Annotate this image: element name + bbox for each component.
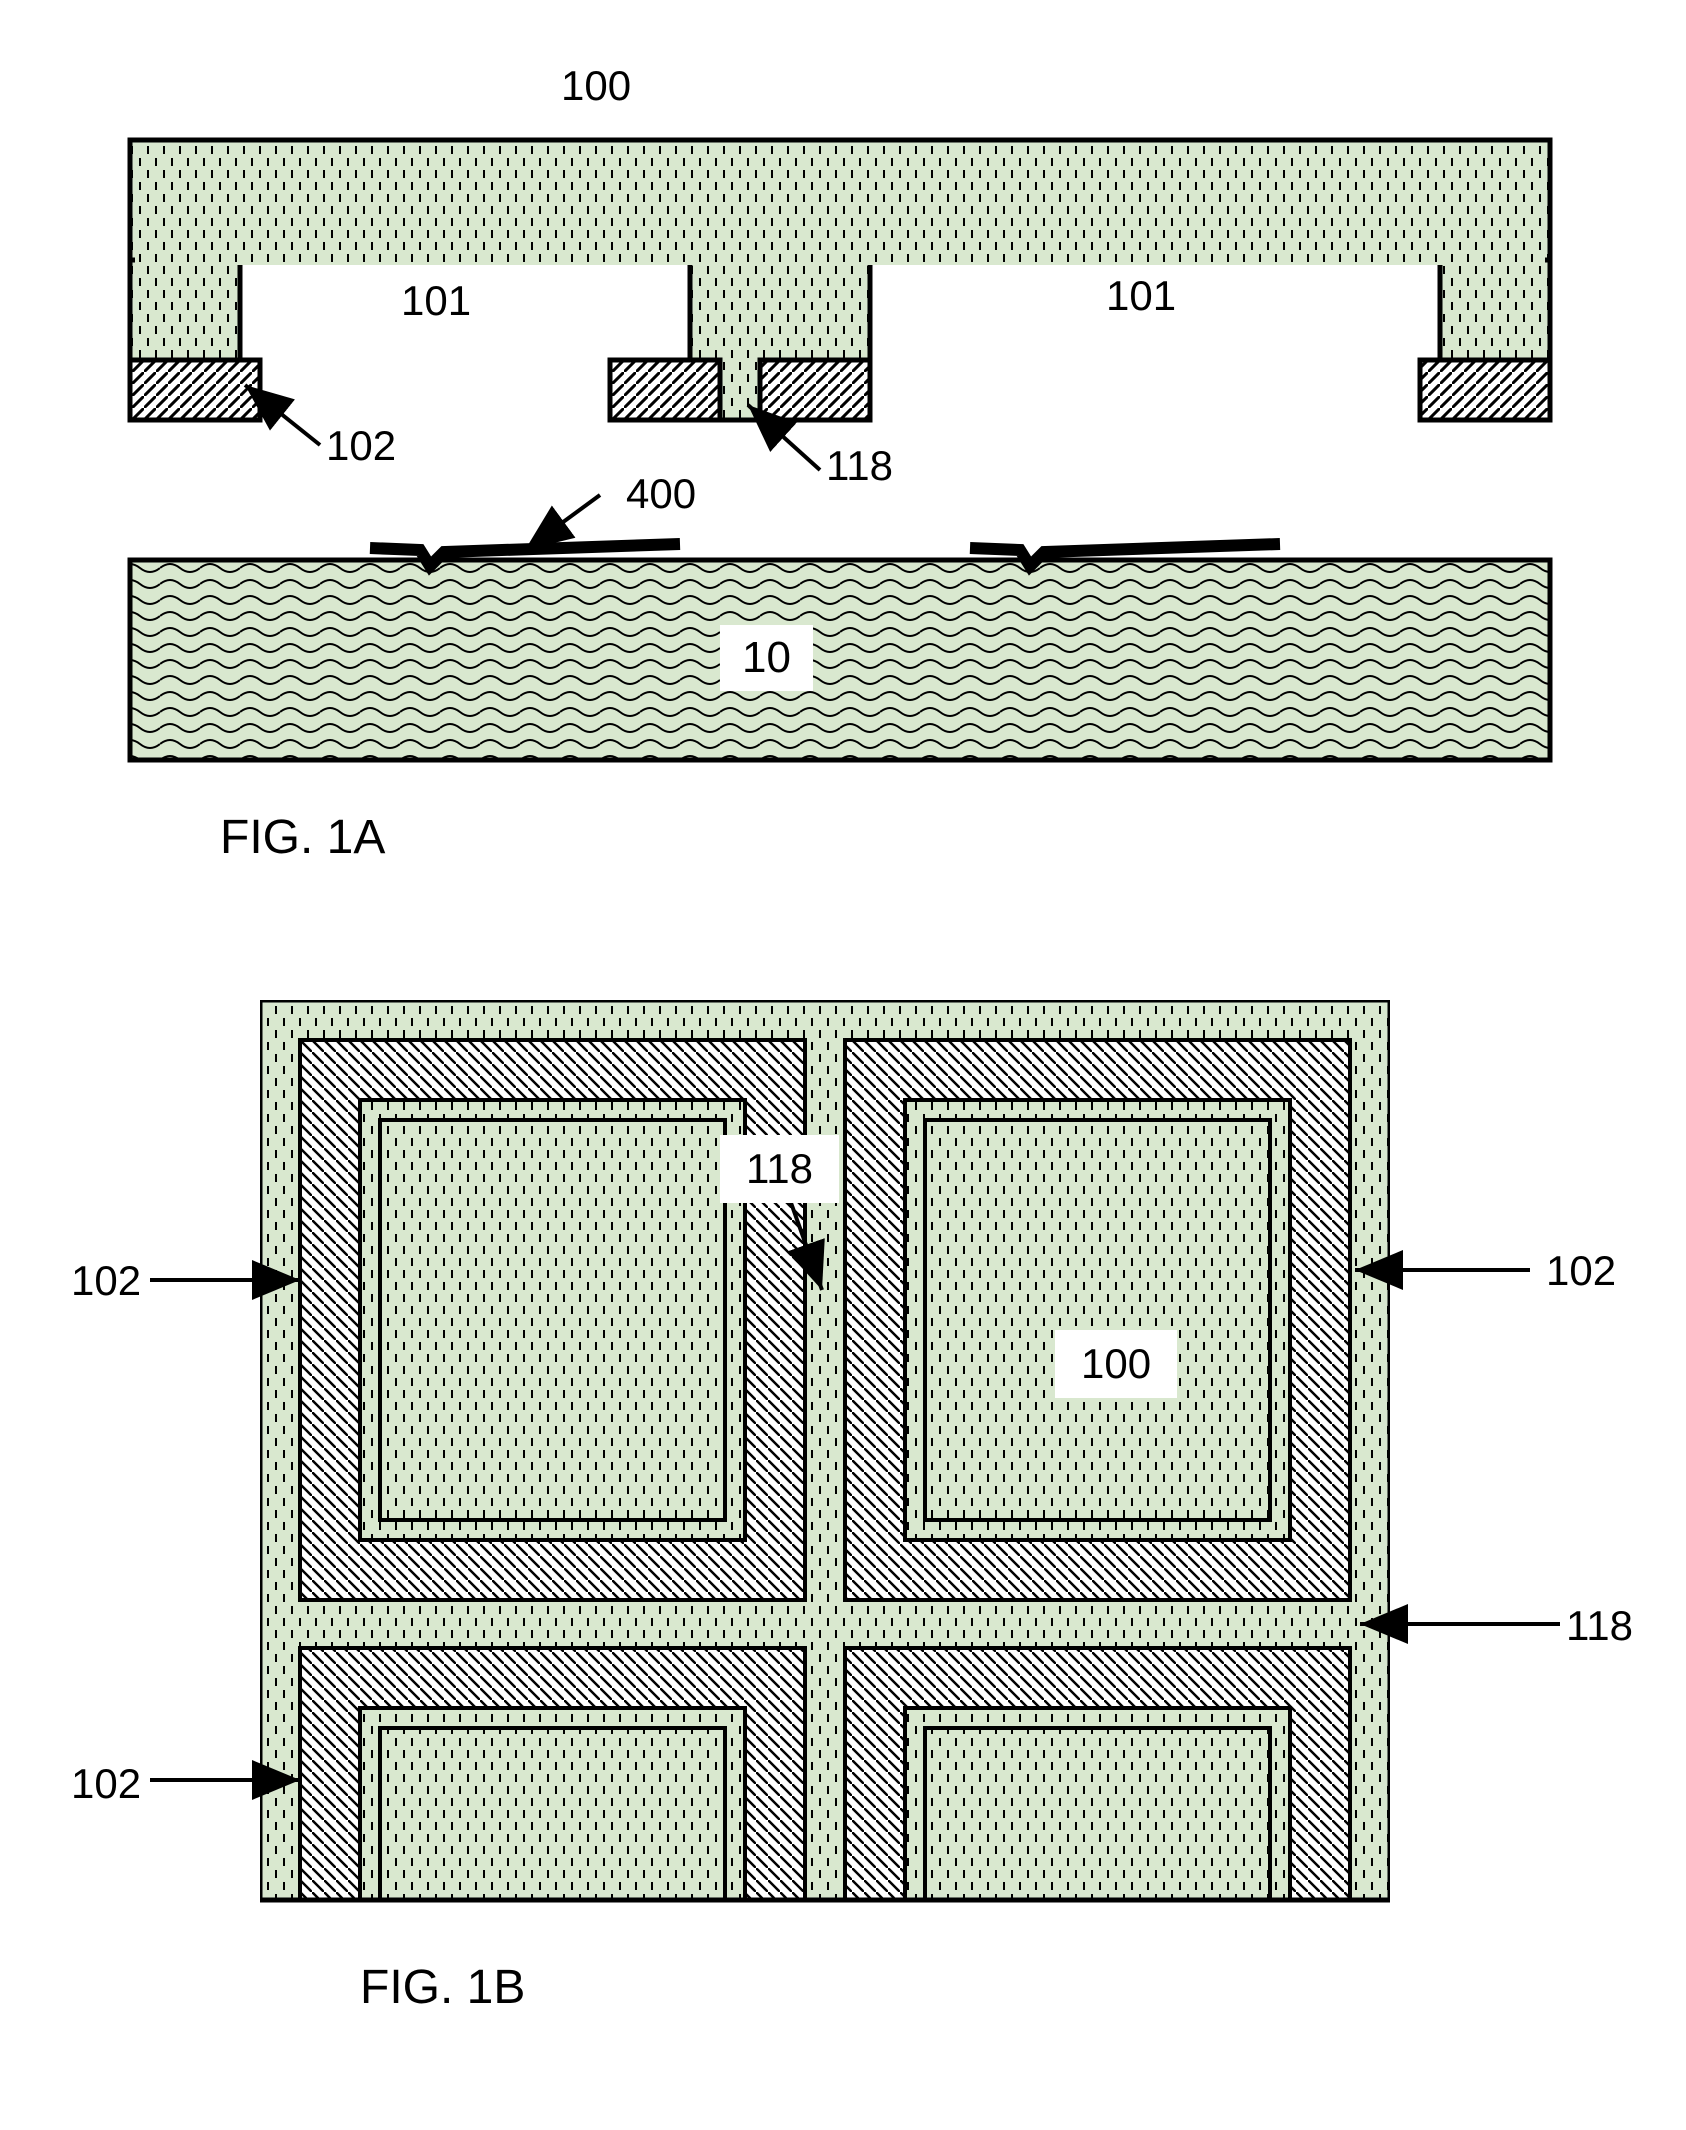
label-101-right: 101: [1100, 270, 1182, 322]
figure-1b: [0, 980, 1686, 2030]
label-10-substrate: 10: [720, 625, 813, 691]
label-102-left-lower: 102: [65, 1758, 147, 1810]
label-101-left: 101: [395, 275, 477, 327]
label-102-left-upper: 102: [65, 1255, 147, 1307]
label-102-right: 102: [1540, 1245, 1622, 1297]
label-400: 400: [620, 468, 702, 520]
label-118: 118: [820, 440, 899, 492]
label-102: 102: [320, 420, 402, 472]
figure-1a: [0, 0, 1686, 820]
caption-fig-1b: FIG. 1B: [360, 1960, 525, 2015]
label-100-cell: 100: [1055, 1330, 1177, 1398]
caption-fig-1a: FIG. 1A: [220, 810, 385, 865]
label-100-top: 100: [555, 60, 637, 112]
label-118-right: 118: [1560, 1600, 1639, 1652]
label-118-top: 118: [720, 1135, 839, 1203]
